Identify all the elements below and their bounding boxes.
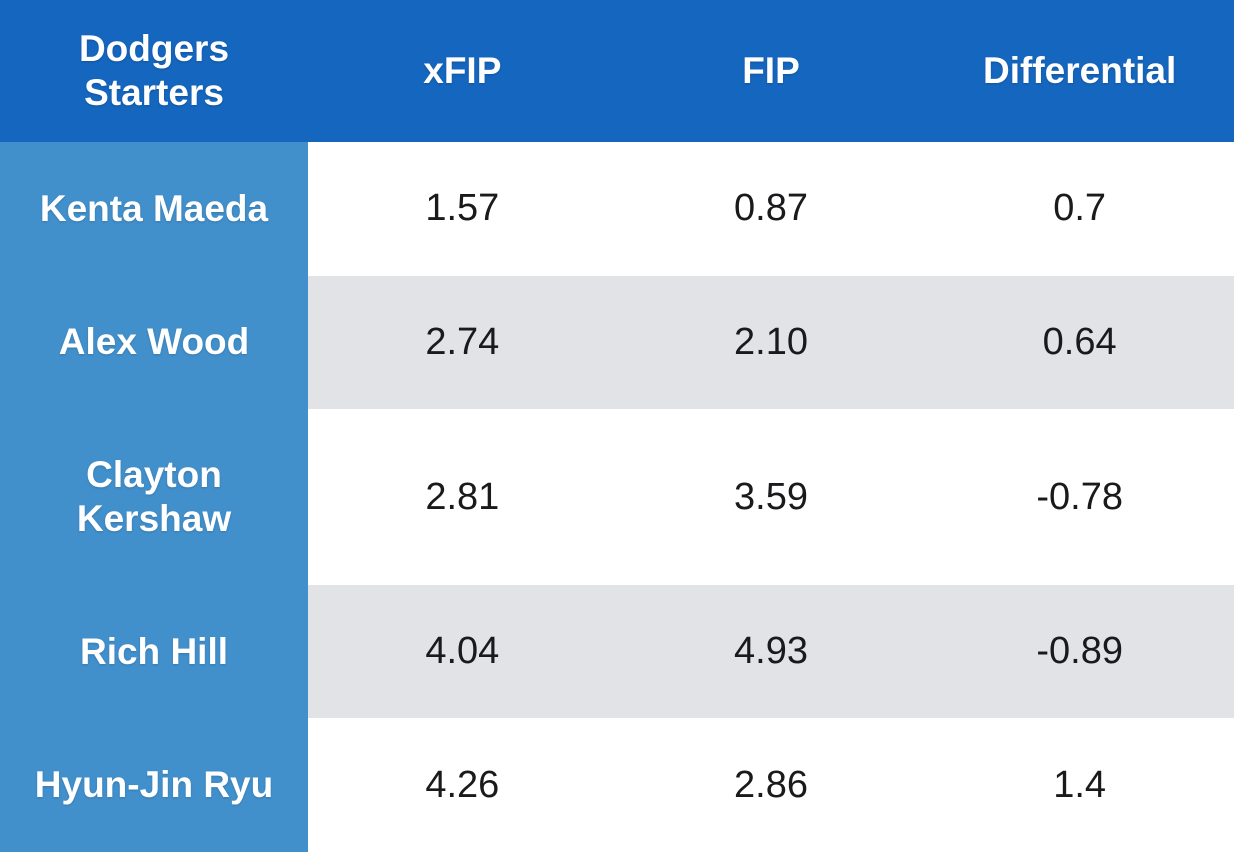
cell-xfip: 4.26 — [308, 718, 617, 852]
cell-fip: 0.87 — [616, 142, 926, 276]
row-label-player: Kenta Maeda — [0, 142, 308, 276]
cell-fip: 2.86 — [616, 718, 926, 852]
cell-differential: 0.7 — [925, 142, 1234, 276]
table-row-clayton-kershaw: Clayton Kershaw 2.81 3.59 -0.78 — [0, 409, 1234, 585]
row-label-player: Alex Wood — [0, 275, 308, 409]
column-header-fip: FIP — [616, 0, 926, 142]
table-row-rich-hill: Rich Hill 4.04 4.93 -0.89 — [0, 584, 1234, 719]
table-row-kenta-maeda: Kenta Maeda 1.57 0.87 0.7 — [0, 142, 1234, 276]
cell-differential: -0.78 — [925, 409, 1234, 585]
cell-fip: 3.59 — [616, 409, 926, 585]
table-row-hyun-jin-ryu: Hyun-Jin Ryu 4.26 2.86 1.4 — [0, 718, 1234, 852]
cell-differential: 1.4 — [925, 718, 1234, 852]
row-label-player: Hyun-Jin Ryu — [0, 718, 308, 852]
cell-differential: -0.89 — [925, 584, 1234, 719]
table-header-row: Dodgers Starters xFIP FIP Differential — [0, 0, 1234, 142]
cell-fip: 4.93 — [616, 584, 926, 719]
cell-xfip: 2.74 — [308, 275, 617, 409]
row-label-player: Clayton Kershaw — [0, 409, 308, 585]
table-row-alex-wood: Alex Wood 2.74 2.10 0.64 — [0, 275, 1234, 409]
column-header-xfip: xFIP — [308, 0, 617, 142]
cell-xfip: 1.57 — [308, 142, 617, 276]
column-header-differential: Differential — [925, 0, 1234, 142]
cell-xfip: 2.81 — [308, 409, 617, 585]
row-label-player: Rich Hill — [0, 584, 308, 719]
cell-xfip: 4.04 — [308, 584, 617, 719]
cell-differential: 0.64 — [925, 275, 1234, 409]
cell-fip: 2.10 — [616, 275, 926, 409]
column-header-dodgers-starters: Dodgers Starters — [0, 0, 308, 142]
